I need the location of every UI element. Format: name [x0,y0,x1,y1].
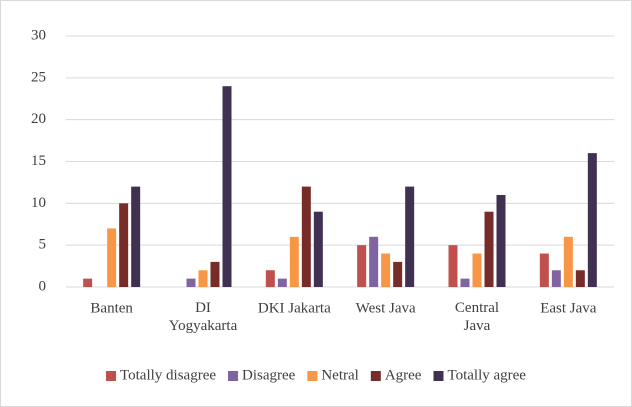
y-tick-label: 0 [39,278,47,294]
x-tick-label: Central Java [455,300,499,334]
legend-label: Totally disagree [120,367,216,383]
bar [107,228,117,287]
bar [472,253,482,287]
legend-label: Agree [385,367,422,383]
bar [83,278,93,287]
bar [484,211,494,287]
bar [265,270,275,287]
bar [186,278,196,287]
y-tick-label: 20 [31,111,46,127]
y-tick-label: 30 [31,27,46,43]
bar [539,253,549,287]
bar [119,203,129,287]
bar [131,186,141,287]
legend-label: Netral [321,367,358,383]
bar [575,270,585,287]
bar [301,186,311,287]
bar [313,211,323,287]
y-tick-label: 25 [31,69,46,85]
legend-swatch [228,371,239,381]
legend-label: Totally agree [447,367,526,383]
bar [551,270,561,287]
x-tick-label: DI Yogyakarta [169,300,238,334]
x-tick-label: DKI Jakarta [258,300,331,316]
bar [222,86,232,287]
bar [563,236,573,287]
bar [198,270,208,287]
legend-swatch [433,371,444,381]
bar [369,236,379,287]
legend-swatch [307,371,318,381]
bar [289,236,299,287]
y-tick-label: 10 [31,195,46,211]
bar [460,278,470,287]
x-tick-label: East Java [540,300,597,316]
bar [587,153,597,287]
x-tick-label: Banten [90,300,133,316]
bar [277,278,287,287]
bar [448,245,458,287]
bar [357,245,367,287]
bar [393,261,403,287]
y-tick-label: 15 [31,153,46,169]
legend-swatch [106,371,117,381]
bar [496,194,506,287]
legend-swatch [370,371,381,381]
x-tick-label: West Java [356,300,416,316]
bar [381,253,391,287]
y-tick-label: 5 [39,237,47,253]
bar [210,261,220,287]
legend-label: Disagree [242,367,296,383]
bar [405,186,415,287]
